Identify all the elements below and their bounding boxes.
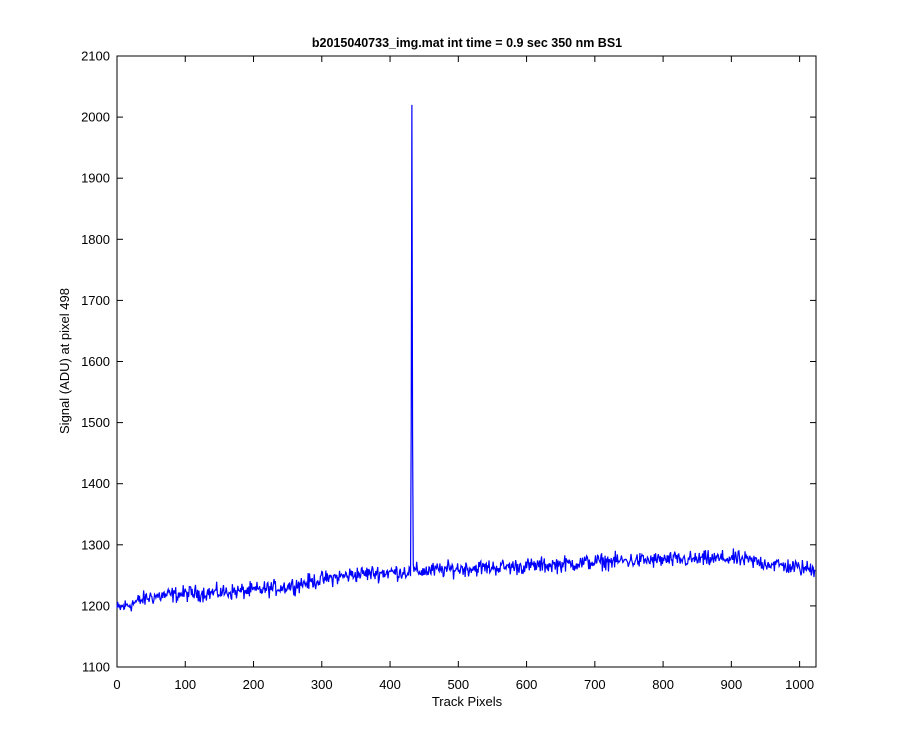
chart-title: b2015040733_img.mat int time = 0.9 sec 3…	[312, 36, 622, 50]
y-tick-label: 1800	[81, 232, 110, 247]
plot-area: 0 100 200 300 400 500 600 700 800 900 1000 1100 120…	[81, 49, 817, 692]
x-tick-label: 400	[379, 677, 401, 692]
y-tick-label: 1300	[81, 537, 110, 552]
y-tick-label: 2000	[81, 110, 110, 125]
y-tick-label: 1200	[81, 598, 110, 613]
y-tick-label: 1500	[81, 415, 110, 430]
y-tick-label: 1700	[81, 293, 110, 308]
axes-box	[116, 55, 817, 668]
y-tick-label: 1400	[81, 476, 110, 491]
y-tick-label: 1900	[81, 171, 110, 186]
y-tick-label: 1600	[81, 354, 110, 369]
x-axis-label: Track Pixels	[432, 694, 503, 709]
series-line	[116, 104, 816, 612]
x-tick-label: 600	[516, 677, 538, 692]
x-tick-label: 800	[652, 677, 674, 692]
y-tick-label: 1100	[82, 660, 110, 675]
x-tick-label: 0	[113, 677, 120, 692]
y-axis-label: Signal (ADU) at pixel 498	[57, 288, 72, 434]
x-tick-label: 1000	[785, 677, 814, 692]
y-axis: 1100 1200 1300 1400 1500 1600 1700 1800 1900 2000…	[81, 49, 816, 675]
x-tick-label: 500	[447, 677, 469, 692]
x-tick-label: 200	[243, 677, 265, 692]
x-tick-label: 100	[174, 677, 196, 692]
y-tick-label: 2100	[81, 49, 110, 64]
x-tick-label: 700	[584, 677, 606, 692]
x-tick-label: 900	[721, 677, 743, 692]
x-tick-label: 300	[311, 677, 333, 692]
x-axis: 0 100 200 300 400 500 600 700 800 900 1000	[113, 56, 814, 692]
